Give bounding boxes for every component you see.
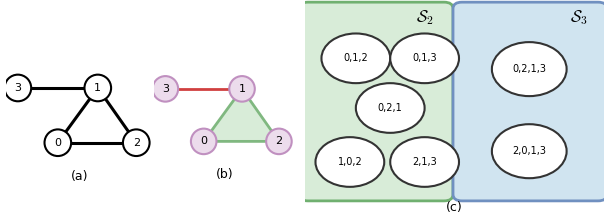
Text: 2: 2 [133,138,140,148]
Text: (c): (c) [446,201,463,214]
Circle shape [356,83,425,133]
Text: 2: 2 [275,136,283,146]
Text: 0,2,1: 0,2,1 [378,103,403,113]
Text: 3: 3 [162,84,169,94]
Polygon shape [204,89,279,141]
Text: 0,1,2: 0,1,2 [344,53,368,63]
Text: 0,2,1,3: 0,2,1,3 [512,64,546,74]
Circle shape [85,75,111,101]
Circle shape [123,129,150,156]
Text: 0: 0 [54,138,62,148]
Text: 0,1,3: 0,1,3 [413,53,437,63]
Circle shape [266,129,292,154]
Text: (a): (a) [71,170,89,183]
FancyBboxPatch shape [453,2,604,201]
Text: 2,1,3: 2,1,3 [413,157,437,167]
Circle shape [315,137,384,187]
Circle shape [153,76,178,102]
Text: (b): (b) [216,168,234,181]
Circle shape [230,76,255,102]
Text: 1: 1 [94,83,101,93]
Circle shape [492,42,567,96]
Circle shape [5,75,31,101]
Circle shape [191,129,216,154]
FancyBboxPatch shape [299,2,453,201]
Text: 2,0,1,3: 2,0,1,3 [512,146,546,156]
Circle shape [321,33,390,83]
Text: 1: 1 [239,84,245,94]
Circle shape [492,124,567,178]
Text: 1,0,2: 1,0,2 [338,157,362,167]
Circle shape [45,129,71,156]
Circle shape [390,137,459,187]
Circle shape [390,33,459,83]
Text: 3: 3 [14,83,21,93]
Text: $\mathcal{S}_3$: $\mathcal{S}_3$ [570,8,588,27]
Text: 0: 0 [200,136,207,146]
Text: $\mathcal{S}_2$: $\mathcal{S}_2$ [416,8,434,27]
